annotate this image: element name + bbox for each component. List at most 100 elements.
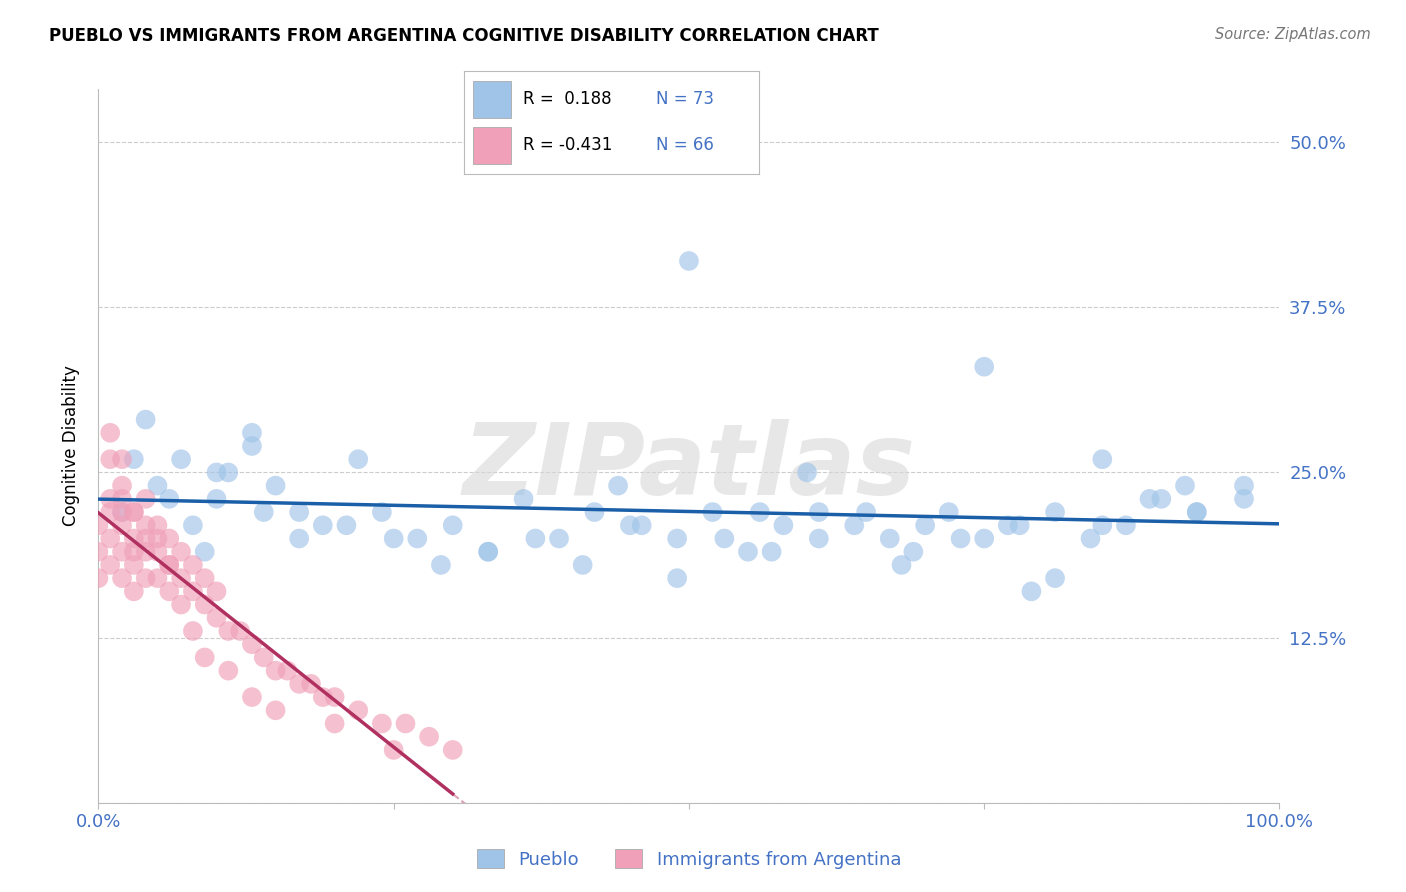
Point: [1233, 478, 1256, 492]
Point: [1043, 571, 1066, 585]
Point: [240, 439, 263, 453]
Point: [111, 478, 134, 492]
Point: [98, 505, 121, 519]
Point: [1150, 491, 1173, 506]
Text: PUEBLO VS IMMIGRANTS FROM ARGENTINA COGNITIVE DISABILITY CORRELATION CHART: PUEBLO VS IMMIGRANTS FROM ARGENTINA COGN…: [49, 27, 879, 45]
Text: ZIPatlas: ZIPatlas: [463, 419, 915, 516]
Legend: Pueblo, Immigrants from Argentina: Pueblo, Immigrants from Argentina: [470, 842, 908, 876]
Point: [146, 518, 169, 533]
Point: [512, 491, 534, 506]
Point: [607, 478, 630, 492]
Point: [194, 571, 217, 585]
Point: [949, 532, 972, 546]
Point: [194, 545, 217, 559]
Point: [122, 505, 145, 519]
Point: [253, 650, 276, 665]
Point: [194, 598, 217, 612]
Point: [1174, 478, 1197, 492]
Point: [477, 545, 499, 559]
Point: [135, 571, 157, 585]
Point: [807, 532, 830, 546]
Point: [347, 452, 370, 467]
Point: [441, 518, 464, 533]
Point: [1043, 505, 1066, 519]
Point: [796, 466, 818, 480]
Point: [98, 532, 121, 546]
Point: [276, 664, 298, 678]
Point: [146, 571, 169, 585]
Point: [702, 505, 724, 519]
Point: [288, 505, 311, 519]
Point: [299, 677, 322, 691]
Point: [678, 254, 700, 268]
Point: [111, 518, 134, 533]
Point: [205, 611, 228, 625]
Point: [973, 532, 995, 546]
Point: [548, 532, 571, 546]
Point: [288, 677, 311, 691]
Point: [903, 545, 925, 559]
Point: [157, 584, 180, 599]
Point: [288, 532, 311, 546]
Point: [879, 532, 901, 546]
Point: [122, 532, 145, 546]
Point: [524, 532, 547, 546]
Point: [855, 505, 877, 519]
FancyBboxPatch shape: [472, 80, 512, 118]
Point: [122, 558, 145, 572]
Point: [938, 505, 960, 519]
Point: [98, 558, 121, 572]
Point: [146, 532, 169, 546]
Point: [1021, 584, 1043, 599]
Point: [146, 478, 169, 492]
Point: [87, 518, 110, 533]
Point: [371, 716, 394, 731]
Point: [122, 452, 145, 467]
FancyBboxPatch shape: [472, 127, 512, 163]
Point: [382, 743, 405, 757]
Point: [240, 637, 263, 651]
Point: [111, 505, 134, 519]
Point: [217, 624, 239, 638]
Point: [98, 425, 121, 440]
Point: [571, 558, 593, 572]
Point: [312, 518, 335, 533]
Point: [713, 532, 735, 546]
Point: [111, 545, 134, 559]
Point: [181, 518, 204, 533]
Point: [87, 545, 110, 559]
Point: [135, 412, 157, 426]
Point: [1185, 505, 1208, 519]
Point: [135, 491, 157, 506]
Point: [170, 545, 193, 559]
Point: [157, 491, 180, 506]
Point: [1233, 491, 1256, 506]
Point: [146, 545, 169, 559]
Point: [181, 584, 204, 599]
Point: [914, 518, 936, 533]
Point: [761, 545, 783, 559]
Point: [98, 452, 121, 467]
Point: [748, 505, 770, 519]
Point: [98, 491, 121, 506]
Point: [630, 518, 652, 533]
Point: [170, 598, 193, 612]
Point: [157, 558, 180, 572]
Point: [135, 518, 157, 533]
Point: [181, 558, 204, 572]
Point: [666, 571, 689, 585]
Point: [181, 624, 204, 638]
Point: [477, 545, 499, 559]
Point: [772, 518, 794, 533]
Point: [430, 558, 453, 572]
Text: R =  0.188: R = 0.188: [523, 90, 612, 108]
Point: [217, 466, 239, 480]
Point: [253, 505, 276, 519]
Point: [347, 703, 370, 717]
Point: [1139, 491, 1161, 506]
Point: [1115, 518, 1137, 533]
Y-axis label: Cognitive Disability: Cognitive Disability: [62, 366, 80, 526]
Point: [1091, 452, 1114, 467]
Text: N = 66: N = 66: [655, 136, 714, 154]
Point: [87, 571, 110, 585]
